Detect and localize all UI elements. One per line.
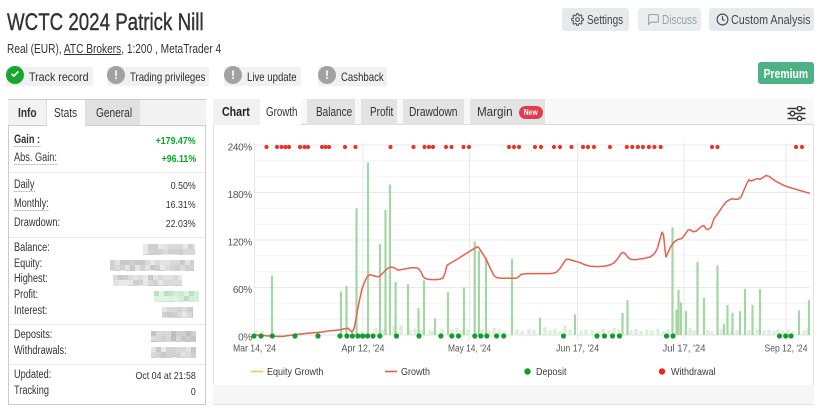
svg-text:180%: 180% — [228, 190, 253, 201]
svg-text:60%: 60% — [233, 285, 253, 296]
svg-text:Jul 17, '24: Jul 17, '24 — [663, 343, 706, 355]
svg-text:Growth: Growth — [401, 367, 430, 379]
svg-text:Withdrawal: Withdrawal — [671, 367, 715, 379]
svg-text:Equity Growth: Equity Growth — [267, 367, 323, 379]
svg-text:Apr 12, '24: Apr 12, '24 — [342, 343, 385, 355]
svg-text:Jun 17, '24: Jun 17, '24 — [556, 343, 599, 355]
svg-text:Sep 12, '24: Sep 12, '24 — [765, 343, 808, 355]
svg-text:120%: 120% — [228, 238, 253, 249]
svg-text:Deposit: Deposit — [536, 367, 567, 379]
svg-text:0%: 0% — [238, 333, 252, 344]
svg-text:240%: 240% — [228, 143, 253, 154]
svg-text:Mar 14, '24: Mar 14, '24 — [233, 343, 276, 355]
svg-text:May 14, '24: May 14, '24 — [448, 343, 491, 355]
